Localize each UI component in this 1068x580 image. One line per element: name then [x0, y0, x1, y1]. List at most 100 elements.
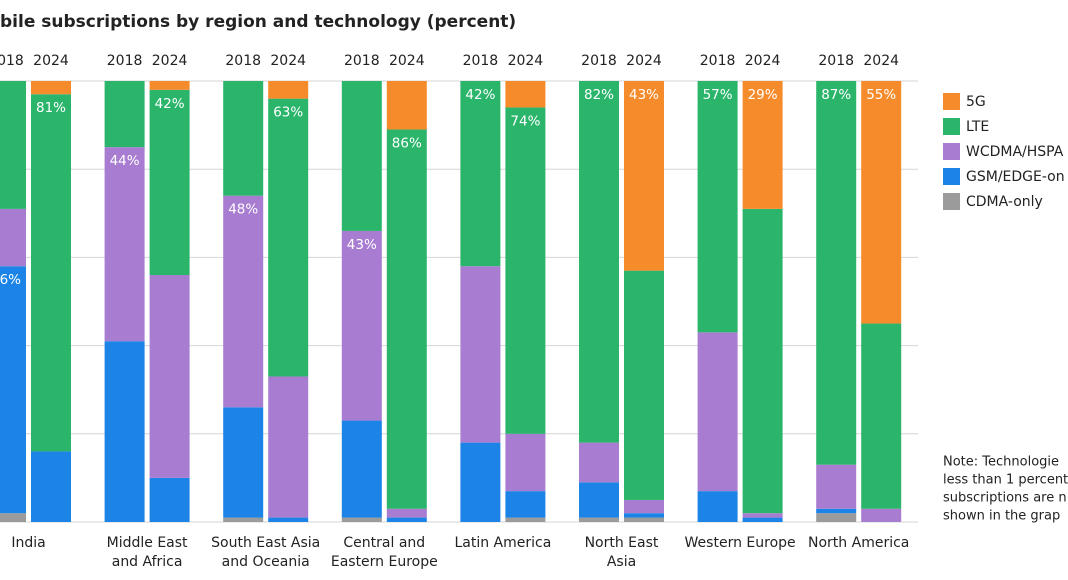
x-tick-label: 2018	[107, 53, 143, 69]
legend-swatch	[943, 93, 960, 110]
x-tick-label: 2024	[389, 53, 425, 69]
bar-segment	[386, 81, 427, 130]
bar-segment	[861, 323, 902, 509]
x-tick-label: 2018	[0, 53, 24, 69]
bar-segment	[268, 98, 309, 377]
note-line: less than 1 percent	[943, 473, 1068, 488]
group-label: South East Asia	[211, 535, 320, 551]
x-tick-label: 2024	[152, 53, 188, 69]
bar-segment	[505, 433, 546, 492]
x-tick-label: 2018	[700, 53, 736, 69]
data-label: 44%	[110, 153, 140, 169]
group-label: North East	[585, 535, 659, 551]
bar-segment	[697, 491, 738, 522]
data-label: 43%	[347, 237, 377, 253]
legend-swatch	[943, 143, 960, 160]
bar-segment	[742, 517, 783, 522]
bar-segment	[341, 517, 382, 522]
data-label: 43%	[629, 87, 659, 103]
data-label: 55%	[866, 87, 896, 103]
bar-segment	[460, 442, 501, 522]
bar-segment	[0, 513, 26, 522]
bar-segment	[268, 517, 309, 522]
bar-segment	[742, 81, 783, 209]
data-label: 82%	[584, 87, 614, 103]
data-label: 63%	[273, 105, 303, 121]
data-label: 29%	[748, 87, 778, 103]
bar-segment	[505, 81, 546, 108]
legend-label: CDMA-only	[966, 194, 1043, 210]
bar-segment	[505, 517, 546, 522]
bar-segment	[742, 513, 783, 518]
x-tick-label: 2024	[270, 53, 306, 69]
bar-segment	[223, 407, 264, 518]
group-label: and Africa	[112, 554, 183, 570]
chart-title: bile subscriptions by region and technol…	[0, 12, 516, 32]
bar-segment	[341, 81, 382, 231]
bar-segment	[149, 89, 190, 276]
bar-segment	[697, 81, 738, 333]
bar-segment	[31, 94, 71, 452]
x-tick-label: 2024	[745, 53, 781, 69]
x-tick-label: 2024	[626, 53, 662, 69]
group-label: Eastern Europe	[331, 554, 438, 570]
bar-segment	[104, 341, 145, 522]
legend-swatch	[943, 193, 960, 210]
note-line: subscriptions are n	[943, 491, 1067, 506]
bar-segment	[579, 442, 619, 483]
bar-segment	[223, 517, 264, 522]
bar-segment	[104, 81, 145, 148]
bar-segment	[341, 420, 382, 518]
data-label: 56%	[0, 272, 21, 288]
legend-label: 5G	[966, 94, 986, 110]
bar-segment	[624, 81, 664, 271]
legend-swatch	[943, 118, 960, 135]
data-label: 57%	[703, 87, 733, 103]
bar-segment	[386, 129, 427, 509]
bar-segment	[460, 81, 501, 267]
legend-swatch	[943, 168, 960, 185]
bar-segment	[624, 517, 664, 522]
bar-segment	[31, 81, 71, 95]
group-label: and Oceania	[222, 554, 310, 570]
bar-segment	[861, 508, 902, 522]
group-label: Central and	[343, 535, 425, 551]
data-label: 74%	[510, 113, 540, 129]
data-label: 42%	[465, 87, 495, 103]
data-label: 48%	[228, 202, 258, 218]
bar-segment	[624, 499, 664, 514]
bar-segment	[579, 482, 619, 518]
bar-segment	[861, 81, 902, 324]
legend-label: LTE	[966, 119, 989, 135]
bar-segment	[268, 376, 309, 518]
bar-segment	[624, 270, 664, 500]
bar-segment	[816, 81, 857, 465]
bar-segment	[742, 208, 783, 514]
bar-segment	[341, 230, 382, 421]
bar-segment	[816, 464, 857, 509]
legend-label: WCDMA/HSPA	[966, 144, 1064, 160]
bar-segment	[149, 81, 190, 90]
x-tick-label: 2024	[508, 53, 544, 69]
bar-segment	[0, 208, 26, 267]
bar-segment	[149, 275, 190, 478]
bar-segment	[816, 513, 857, 522]
legend-label: GSM/EDGE-on	[966, 169, 1065, 185]
bar-segment	[0, 266, 26, 514]
x-tick-label: 2018	[818, 53, 854, 69]
bar-segment	[149, 477, 190, 522]
data-label: 42%	[155, 96, 185, 112]
x-tick-label: 2018	[344, 53, 380, 69]
group-label: Middle East	[107, 535, 188, 551]
bar-segment	[816, 508, 857, 514]
note-line: Note: Technologie	[943, 455, 1059, 470]
bar-segment	[31, 451, 71, 522]
group-label: Western Europe	[685, 535, 796, 551]
bar-segment	[505, 491, 546, 518]
bar-segment	[460, 266, 501, 443]
bar-segment	[104, 147, 145, 342]
group-label: Latin America	[454, 535, 551, 551]
x-tick-label: 2024	[33, 53, 69, 69]
x-tick-label: 2024	[863, 53, 899, 69]
